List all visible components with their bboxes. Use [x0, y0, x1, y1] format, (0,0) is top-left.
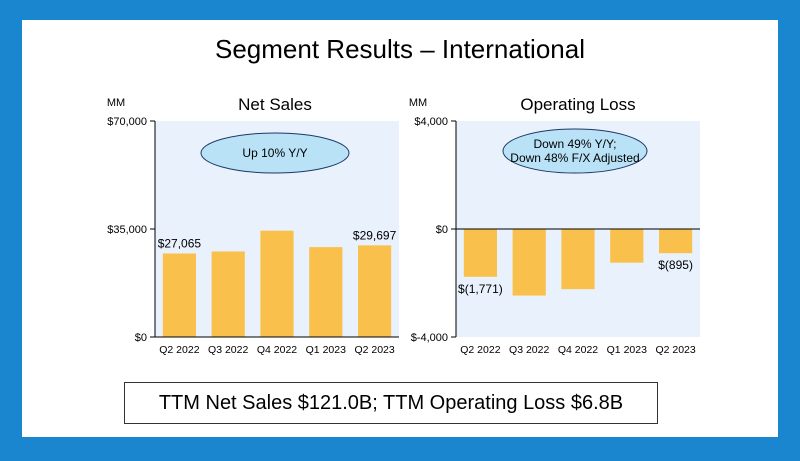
- chart1-xtick-label: Q4 2022: [257, 344, 297, 356]
- slide: Segment Results – International Net Sale…: [22, 20, 778, 437]
- chart2-xtick-label: Q2 2022: [460, 344, 500, 356]
- chart2-callout-ellipse: [502, 128, 648, 174]
- chart1-bar: [162, 253, 196, 337]
- chart2-data-label: $(1,771): [458, 282, 503, 296]
- chart1-bar: [309, 247, 343, 337]
- chart2-bar: [512, 229, 546, 296]
- chart2-xtick-label: Q2 2023: [655, 344, 695, 356]
- chart2-callout-text: Down 49% Y/Y;: [533, 137, 616, 151]
- chart1-bar: [211, 251, 245, 337]
- chart2-callout-text: Down 48% F/X Adjusted: [510, 151, 639, 165]
- chart1-unit-label: MM: [107, 97, 125, 109]
- chart1-xtick-label: Q2 2023: [354, 344, 394, 356]
- chart1-callout-text: Up 10% Y/Y: [242, 146, 307, 160]
- chart2-bar: [561, 229, 595, 290]
- chart1-bar: [260, 230, 294, 337]
- slide-title: Segment Results – International: [215, 34, 585, 64]
- chart1-data-label: $29,697: [353, 228, 397, 242]
- charts-canvas: Net Sales MM $0 $35,000 $70,000 Q2 2022 Q3 202…: [107, 95, 700, 356]
- summary-box: TTM Net Sales $121.0B; TTM Operating Los…: [124, 382, 658, 424]
- chart1-xtick-label: Q1 2023: [306, 344, 346, 356]
- chart2-unit-label: MM: [409, 97, 427, 109]
- summary-text: TTM Net Sales $121.0B; TTM Operating Los…: [158, 391, 624, 414]
- chart2-data-label: $(895): [658, 258, 693, 272]
- chart2-ytick-label: $4,000: [414, 116, 448, 128]
- chart2-ytick-label: $-4,000: [411, 332, 448, 344]
- chart1-ytick-label: $35,000: [107, 224, 147, 236]
- chart2-bar: [610, 229, 644, 263]
- chart2-xtick-label: Q4 2022: [558, 344, 598, 356]
- chart1-title: Net Sales: [238, 95, 312, 114]
- chart1-bar: [358, 245, 392, 337]
- chart2-bar: [659, 229, 693, 254]
- chart2-bar: [463, 229, 497, 277]
- chart1-xtick-label: Q2 2022: [159, 344, 199, 356]
- chart2-xtick-label: Q1 2023: [607, 344, 647, 356]
- chart2-title: Operating Loss: [520, 95, 635, 114]
- chart1-callout-ellipse: [200, 132, 350, 174]
- chart1-xtick-label: Q3 2022: [208, 344, 248, 356]
- chart1-data-label: $27,065: [158, 236, 202, 250]
- chart2-ytick-label: $0: [436, 224, 448, 236]
- chart2-xtick-label: Q3 2022: [509, 344, 549, 356]
- chart1-ytick-label: $0: [135, 332, 147, 344]
- chart1-ytick-label: $70,000: [107, 116, 147, 128]
